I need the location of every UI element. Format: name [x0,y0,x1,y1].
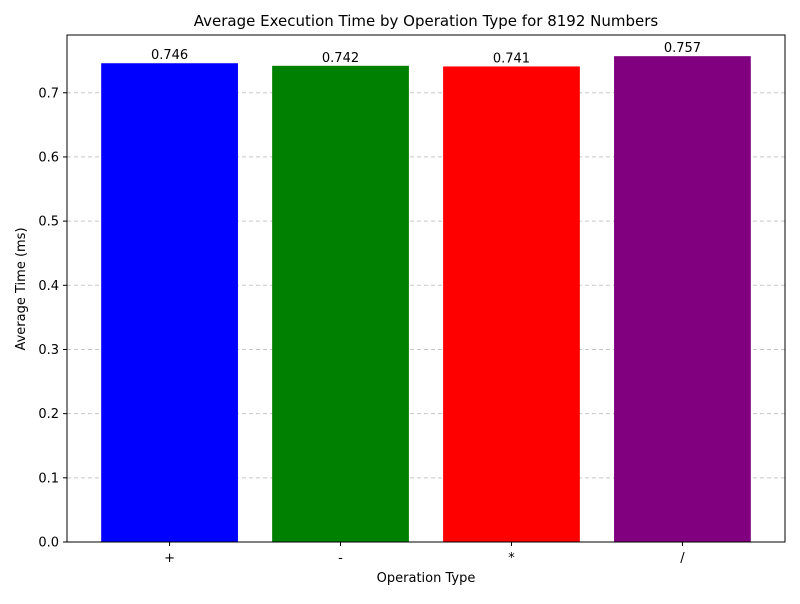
axes-frame [66,34,786,543]
bar [614,56,751,543]
chart-title: Average Execution Time by Operation Type… [194,12,659,30]
bar [443,66,580,542]
bar [272,65,409,543]
y-tick-label: 0.5 [38,215,59,230]
bars [101,56,751,543]
data-label: 0.741 [493,51,530,66]
ticks: 0.0 0.1 0.2 0.3 0.4 0.5 0.6 0.7 + - * / [38,86,685,566]
x-tick-label: / [680,551,685,566]
y-tick-label: 0.3 [38,343,59,358]
x-tick-label: - [338,551,343,566]
y-tick-label: 0.7 [38,86,59,101]
plot-frame [66,34,786,543]
y-tick-label: 0.2 [38,407,59,422]
data-label: 0.746 [151,48,188,63]
y-tick-label: 0.4 [38,279,59,294]
y-tick-label: 0.0 [38,536,59,551]
bar [101,63,238,542]
x-tick-label: + [164,551,175,566]
data-label: 0.742 [322,51,359,66]
y-axis-label: Average Time (ms) [14,227,29,350]
data-label: 0.757 [664,41,701,56]
y-tick-label: 0.6 [38,150,59,165]
data-labels: 0.746 0.742 0.741 0.757 [151,41,701,66]
y-tick-label: 0.1 [38,471,59,486]
x-axis-label: Operation Type [377,571,476,586]
x-tick-label: * [508,551,515,566]
